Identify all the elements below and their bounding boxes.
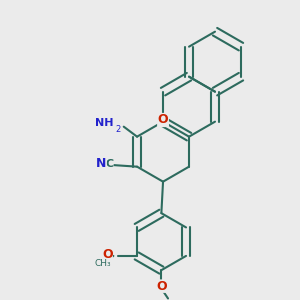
Text: O: O <box>102 248 113 261</box>
Text: N: N <box>96 158 106 170</box>
Text: CH₃: CH₃ <box>94 259 111 268</box>
Text: O: O <box>157 280 167 293</box>
Text: 2: 2 <box>116 125 121 134</box>
Text: NH: NH <box>95 118 114 128</box>
Text: C: C <box>105 159 113 169</box>
Text: O: O <box>158 113 168 127</box>
